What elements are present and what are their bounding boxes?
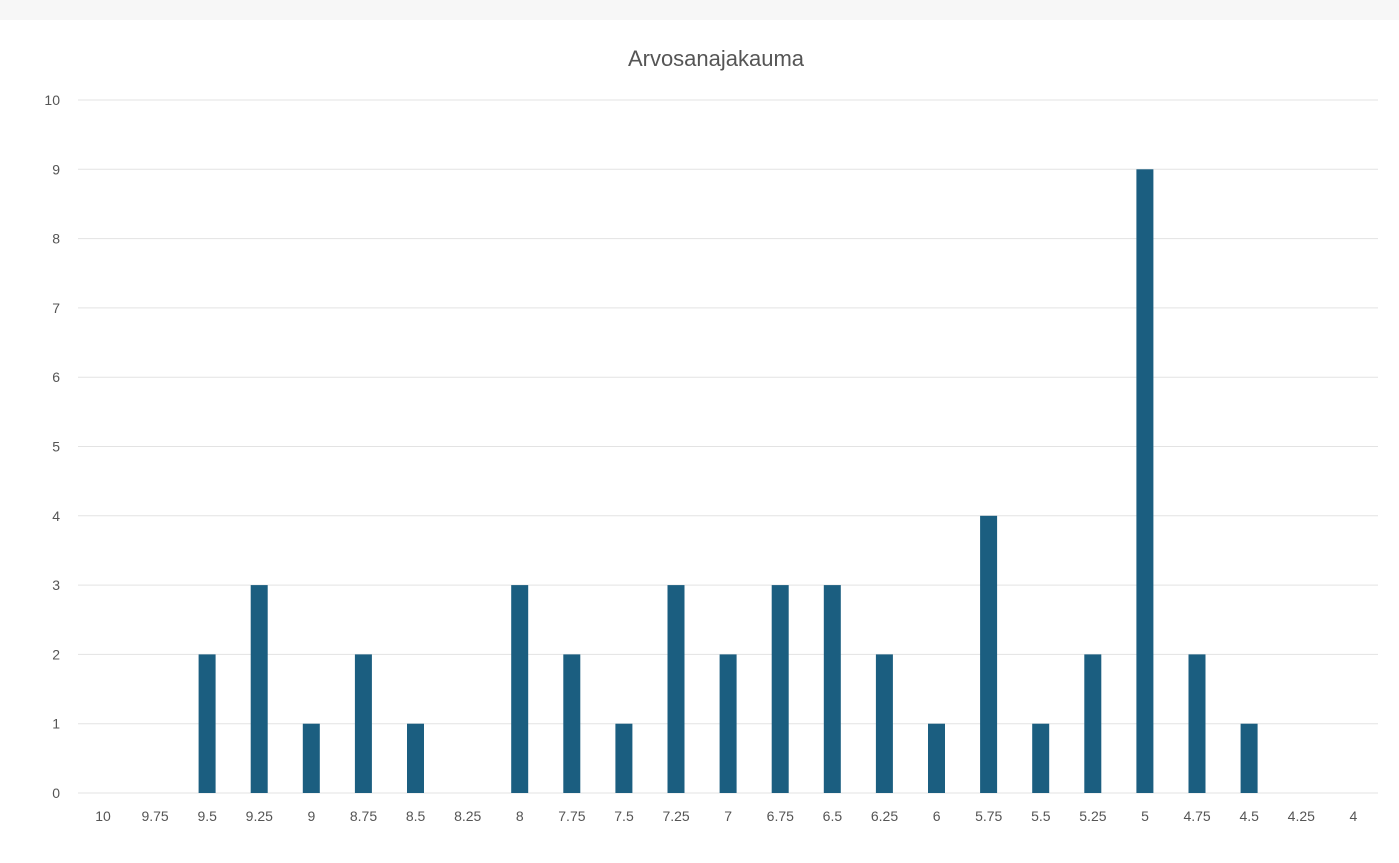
x-tick-label: 6.25 <box>871 808 898 824</box>
x-tick-label: 5.75 <box>975 808 1002 824</box>
x-tick-label: 10 <box>95 808 111 824</box>
bar <box>980 515 998 793</box>
bar <box>198 654 216 793</box>
x-tick-label: 5.5 <box>1031 808 1051 824</box>
x-tick-label: 5.25 <box>1079 808 1106 824</box>
x-tick-label: 9.25 <box>246 808 273 824</box>
y-tick-label: 4 <box>52 508 60 524</box>
x-tick-label: 8 <box>516 808 524 824</box>
x-tick-label: 8.25 <box>454 808 481 824</box>
bar <box>354 654 372 793</box>
x-tick-label: 8.5 <box>406 808 426 824</box>
bar <box>302 723 320 793</box>
x-tick-label: 4.75 <box>1183 808 1210 824</box>
bar <box>667 585 685 793</box>
x-tick-label: 4.25 <box>1288 808 1315 824</box>
bar <box>928 723 945 793</box>
bar <box>615 723 633 793</box>
x-tick-label: 7.5 <box>614 808 634 824</box>
bar <box>250 585 268 793</box>
x-tick-label: 8.75 <box>350 808 377 824</box>
bar <box>407 723 424 793</box>
bar <box>563 654 581 793</box>
bar <box>1084 654 1102 793</box>
y-tick-label: 10 <box>44 92 60 108</box>
x-tick-label: 6.5 <box>823 808 843 824</box>
y-tick-label: 7 <box>52 300 60 316</box>
bar <box>823 585 841 793</box>
bar <box>1240 723 1258 793</box>
bar <box>511 585 529 793</box>
bar <box>1032 723 1050 793</box>
bar <box>875 654 893 793</box>
y-tick-label: 3 <box>52 577 60 593</box>
x-tick-label: 6.75 <box>767 808 794 824</box>
y-tick-label: 2 <box>52 646 60 662</box>
x-tick-label: 4.5 <box>1239 808 1259 824</box>
y-tick-label: 8 <box>52 231 60 247</box>
grade-distribution-chart: Arvosanajakauma 0 1 2 3 4 5 6 7 8 9 10 10 9.75 9.5 9.… <box>44 46 1378 824</box>
bar <box>1136 169 1154 794</box>
x-axis-ticks: 10 9.75 9.5 9.25 9 8.75 8.5 8.25 8 7.75 7.5 7.25 7 6.… <box>95 808 1357 824</box>
x-tick-label: 9.75 <box>141 808 168 824</box>
x-tick-label: 7 <box>724 808 732 824</box>
bar <box>771 585 789 793</box>
bars <box>198 169 1258 794</box>
x-tick-label: 7.25 <box>662 808 689 824</box>
x-tick-label: 6 <box>933 808 941 824</box>
x-tick-label: 4 <box>1350 808 1358 824</box>
y-tick-label: 5 <box>52 439 60 455</box>
y-axis-ticks: 0 1 2 3 4 5 6 7 8 9 10 <box>44 92 60 801</box>
gridlines <box>78 99 1378 794</box>
bar <box>1188 654 1206 793</box>
y-tick-label: 0 <box>52 785 60 801</box>
chart-title: Arvosanajakauma <box>628 46 805 71</box>
x-tick-label: 5 <box>1141 808 1149 824</box>
bar <box>719 654 737 793</box>
x-tick-label: 9.5 <box>197 808 217 824</box>
window-top-strip <box>0 0 1399 20</box>
y-tick-label: 1 <box>52 716 60 732</box>
y-tick-label: 9 <box>52 161 60 177</box>
x-tick-label: 9 <box>308 808 316 824</box>
y-tick-label: 6 <box>52 369 60 385</box>
chart-container: Arvosanajakauma 0 1 2 3 4 5 6 7 8 9 10 10 9.75 9.5 9.… <box>0 20 1399 863</box>
x-tick-label: 7.75 <box>558 808 585 824</box>
